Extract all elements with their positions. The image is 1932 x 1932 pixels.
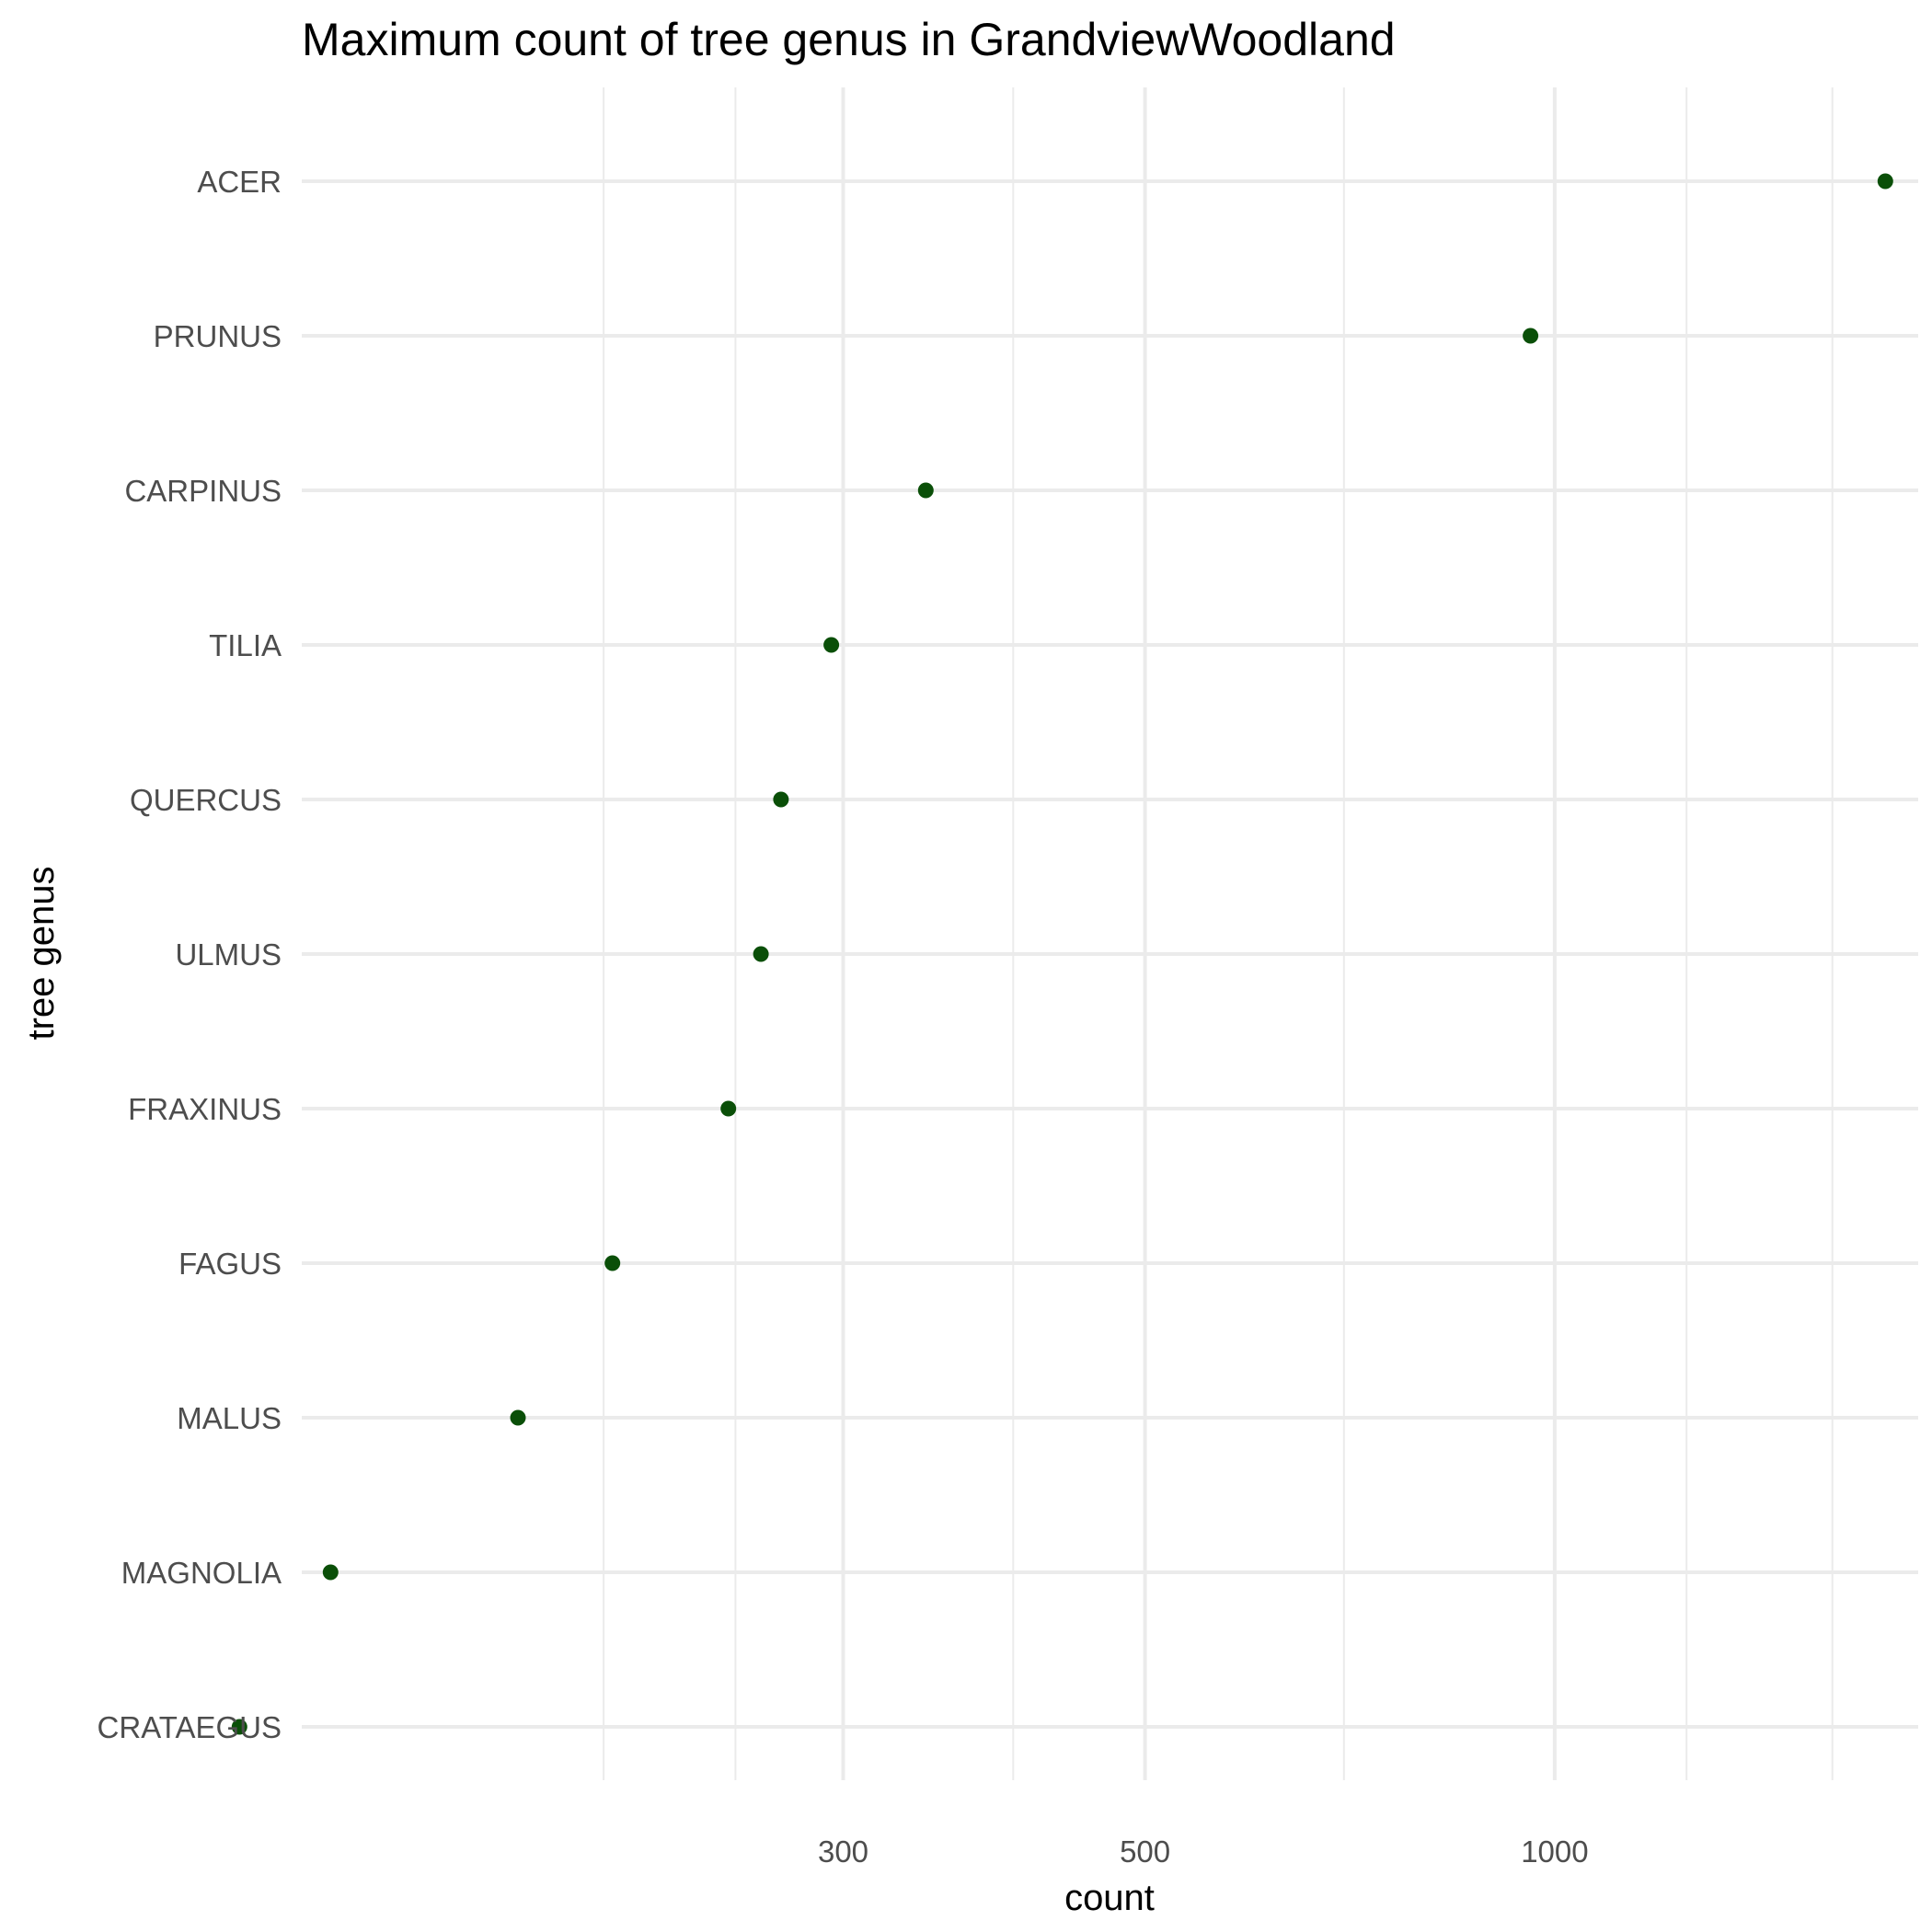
y-axis-title: tree genus	[21, 866, 62, 1040]
y-tick-labels: ACER PRUNUS CARPINUS TILIA QUERCUS ULMUS FRAXI…	[98, 165, 282, 1744]
y-tick-label: MAGNOLIA	[121, 1556, 282, 1590]
y-tick-label: CARPINUS	[124, 474, 282, 508]
data-point-fraxinus	[720, 1100, 737, 1117]
y-tick-label: CRATAEGUS	[98, 1710, 282, 1744]
data-points	[231, 173, 1893, 1735]
gridlines	[302, 87, 1918, 1780]
chart-title: Maximum count of tree genus in Grandview…	[302, 14, 1396, 65]
data-point-prunus	[1523, 328, 1539, 344]
y-tick-label: ACER	[197, 165, 282, 199]
y-tick-label: TILIA	[209, 628, 282, 662]
data-point-tilia	[823, 637, 840, 653]
data-point-ulmus	[753, 946, 769, 962]
y-tick-label: QUERCUS	[130, 783, 282, 817]
data-point-acer	[1877, 173, 1893, 190]
y-tick-label: MALUS	[177, 1401, 282, 1435]
data-point-malus	[510, 1409, 526, 1426]
y-tick-label: FAGUS	[178, 1247, 282, 1281]
x-tick-label: 500	[1120, 1834, 1170, 1869]
x-tick-label: 300	[818, 1834, 868, 1869]
y-tick-label: PRUNUS	[154, 319, 282, 353]
x-tick-label: 1000	[1521, 1834, 1588, 1869]
data-point-fagus	[604, 1255, 621, 1271]
data-point-quercus	[773, 791, 789, 808]
y-tick-label: FRAXINUS	[128, 1092, 282, 1126]
data-point-crataegus	[231, 1719, 247, 1735]
x-axis-title: count	[1064, 1878, 1155, 1918]
y-tick-label: ULMUS	[175, 937, 282, 972]
x-tick-labels: 300 500 1000	[818, 1834, 1589, 1869]
data-point-carpinus	[917, 482, 934, 499]
data-point-magnolia	[322, 1564, 339, 1581]
